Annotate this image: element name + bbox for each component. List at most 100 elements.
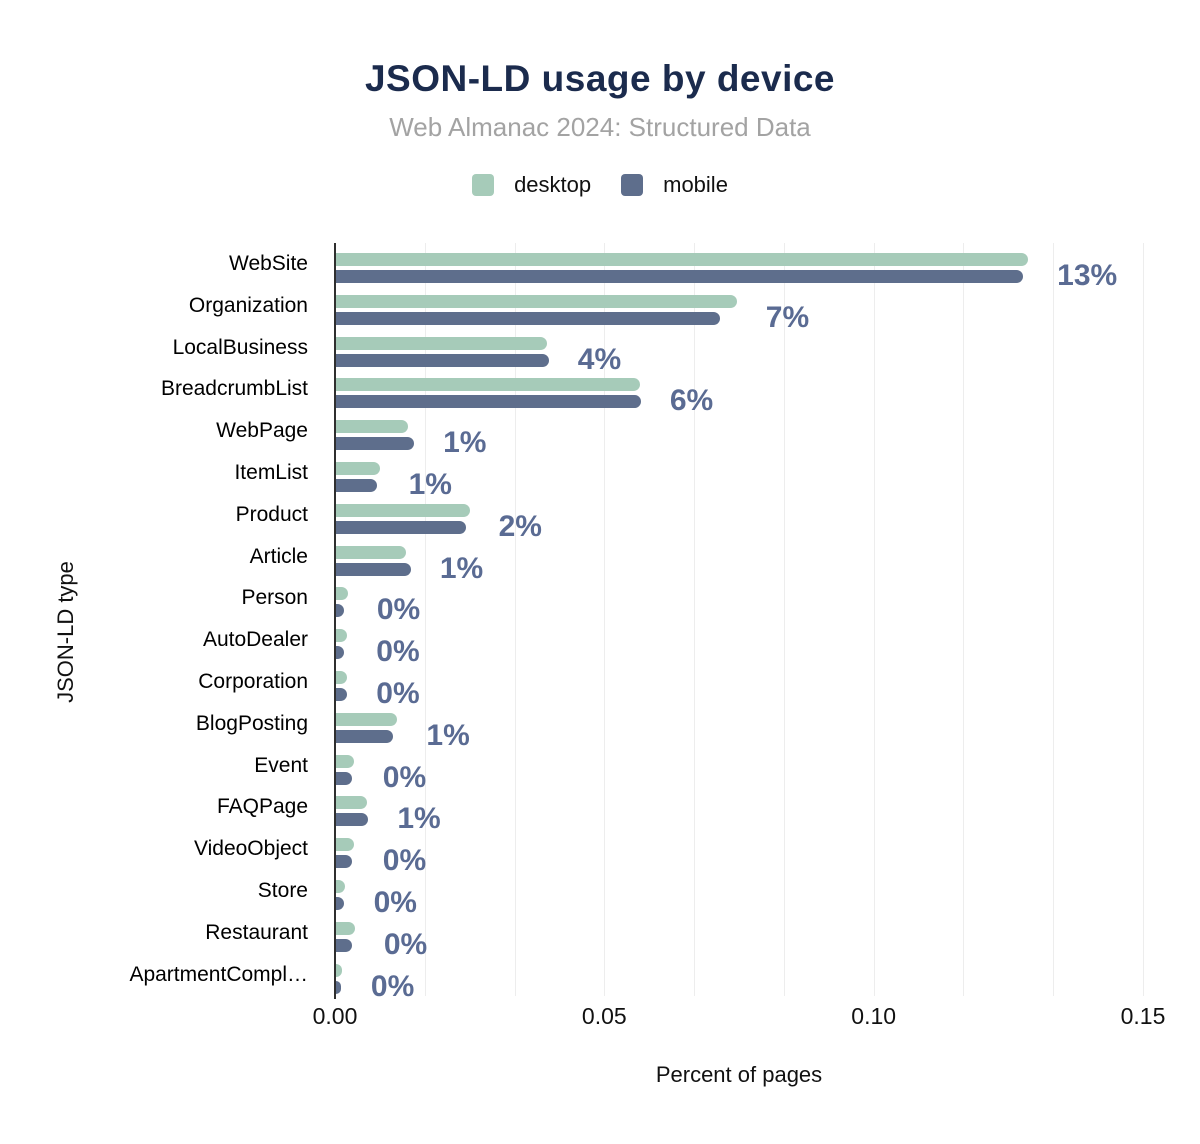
- bar-row: 1%: [335, 536, 1143, 585]
- bar-desktop: [336, 963, 342, 977]
- category-label: ApartmentCompl…: [129, 962, 308, 986]
- bar-mobile: [336, 855, 353, 869]
- value-label: 0%: [370, 969, 415, 1003]
- bar-row: 0%: [335, 619, 1143, 668]
- bar-desktop: [336, 754, 354, 768]
- bar-desktop: [336, 629, 348, 643]
- bar-desktop: [336, 671, 348, 684]
- category-label: WebSite: [229, 252, 308, 275]
- bar-mobile: [336, 688, 347, 701]
- gridline: [424, 243, 426, 996]
- value-label: 6%: [669, 384, 714, 418]
- bar-row: 0%: [335, 828, 1143, 877]
- legend-item-mobile: mobile: [621, 172, 728, 198]
- legend-item-desktop: desktop: [472, 172, 591, 198]
- x-tick: 0.15: [1120, 1003, 1166, 1029]
- value-label: 1%: [408, 468, 452, 501]
- value-label: 13%: [1057, 259, 1118, 292]
- category-label: Product: [235, 502, 308, 526]
- bar-desktop: [336, 503, 470, 517]
- legend-label-desktop: desktop: [514, 172, 592, 197]
- category-label: VideoObject: [193, 837, 308, 861]
- bar-mobile: [336, 646, 345, 660]
- gridline: [783, 243, 785, 996]
- value-label: 4%: [577, 342, 622, 376]
- bar-desktop: [336, 336, 547, 350]
- legend-label-mobile: mobile: [663, 172, 728, 197]
- desktop-swatch-icon: [472, 174, 495, 196]
- legend: desktop mobile: [0, 172, 1200, 198]
- category-label: Article: [249, 544, 308, 568]
- value-label: 2%: [498, 509, 542, 543]
- gridline: [963, 243, 965, 996]
- category-label: BlogPosting: [195, 711, 308, 735]
- bar-mobile: [336, 479, 377, 492]
- chart-title: JSON-LD usage by device: [364, 58, 836, 99]
- x-axis-ticks: 0.00 0.05 0.10 0.15: [313, 1003, 1166, 1031]
- bar-mobile: [336, 270, 1023, 283]
- plot-area: 13% 7% 4% 6% 1% 1% 2% 1% 0% 0% 0% 1% 0% 1% 0% 0% 0% 0%: [334, 243, 1144, 1003]
- category-label: WebPage: [216, 419, 308, 443]
- bar-row: 0%: [335, 870, 1143, 919]
- value-label: 1%: [439, 551, 484, 585]
- bar-row: 1%: [335, 786, 1143, 835]
- bar-row: 1%: [335, 410, 1143, 459]
- bar-row: 0%: [335, 577, 1143, 626]
- gridline: [604, 243, 606, 996]
- category-label: Organization: [188, 293, 308, 317]
- bar-mobile: [336, 311, 721, 325]
- gridline: [1143, 243, 1144, 996]
- bar-row: 0%: [335, 745, 1143, 794]
- bar-desktop: [336, 545, 407, 559]
- category-label: Store: [257, 879, 308, 902]
- bar-mobile: [336, 395, 641, 409]
- bar-mobile: [336, 771, 353, 785]
- bar-mobile: [336, 353, 549, 367]
- value-label: 0%: [382, 760, 427, 794]
- category-label: Event: [254, 753, 308, 777]
- bar-desktop: [336, 462, 380, 475]
- bar-row: 0%: [335, 912, 1143, 961]
- bar-desktop: [336, 712, 398, 726]
- bar-mobile: [336, 980, 342, 994]
- gridline: [514, 243, 516, 996]
- x-tick: 0.10: [851, 1003, 897, 1029]
- chart-subtitle: Web Almanac 2024: Structured Data: [389, 112, 811, 142]
- gridline: [694, 243, 696, 996]
- value-label: 1%: [426, 718, 470, 752]
- value-label: 0%: [373, 886, 417, 919]
- bar-row: 6%: [335, 368, 1143, 417]
- bar-desktop: [336, 378, 640, 392]
- y-axis-line: [334, 243, 336, 999]
- category-label: LocalBusiness: [172, 335, 308, 359]
- value-label: 7%: [765, 300, 810, 334]
- gridline: [1053, 243, 1055, 996]
- bar-desktop: [336, 420, 408, 434]
- bar-mobile: [336, 897, 345, 910]
- gridline: [873, 243, 875, 996]
- category-label: Restaurant: [205, 920, 308, 944]
- bar-row: 0%: [335, 661, 1143, 710]
- category-label: Corporation: [198, 670, 308, 693]
- x-tick: 0.00: [312, 1003, 358, 1029]
- category-label: AutoDealer: [202, 628, 308, 652]
- bar-desktop: [336, 921, 355, 935]
- bar-row: 1%: [335, 703, 1143, 752]
- x-tick: 0.05: [581, 1003, 627, 1029]
- category-label: FAQPage: [216, 795, 308, 819]
- value-label: 0%: [382, 844, 427, 878]
- bar-desktop: [336, 587, 348, 601]
- value-label: 0%: [376, 677, 420, 710]
- bar-mobile: [336, 729, 393, 743]
- bar-mobile: [336, 562, 411, 576]
- mobile-swatch-icon: [621, 174, 644, 196]
- value-label: 0%: [376, 593, 421, 627]
- category-label: ItemList: [234, 461, 308, 484]
- bar-row: 1%: [335, 452, 1143, 501]
- category-label: Person: [241, 586, 308, 610]
- bar-row: 0%: [335, 954, 1143, 1003]
- bar-mobile: [336, 437, 415, 451]
- bar-desktop: [336, 880, 345, 893]
- bar-desktop: [336, 796, 368, 810]
